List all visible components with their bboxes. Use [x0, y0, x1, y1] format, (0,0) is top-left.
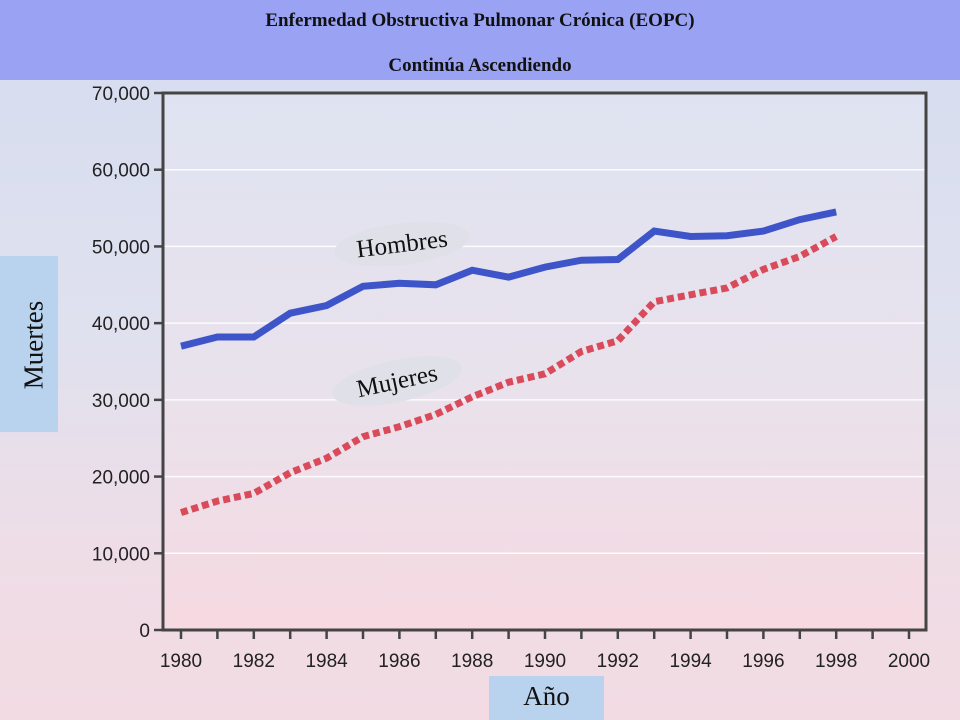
x-tick-label: 2000	[888, 651, 930, 672]
series-callout-hombres: Hombres	[334, 221, 470, 267]
y-tick-label: 50,000	[92, 237, 150, 258]
y-tick-label: 0	[139, 621, 150, 642]
y-axis-label-box	[0, 256, 58, 432]
slide-header: Enfermedad Obstructiva Pulmonar Crónica …	[0, 0, 960, 80]
slide-subtitle: Continúa Ascendiendo	[388, 55, 572, 76]
x-tick-label: 1992	[597, 651, 639, 672]
y-tick-label: 60,000	[92, 161, 150, 182]
x-axis-label: Año	[523, 681, 570, 711]
x-axis-label-box	[489, 676, 604, 720]
x-tick-label: 1988	[451, 651, 493, 672]
y-tick-label: 70,000	[92, 84, 150, 105]
x-tick-label: 1982	[233, 651, 275, 672]
plot-area	[163, 93, 926, 630]
x-tick-label: 1980	[160, 651, 202, 672]
series-callout-bubble	[334, 221, 470, 267]
x-tick-label: 1990	[524, 651, 566, 672]
x-tick-label: 1994	[669, 651, 712, 672]
series-callout-bubble	[332, 356, 462, 406]
y-tick-label: 20,000	[92, 468, 150, 489]
x-tick-label: 1996	[742, 651, 784, 672]
x-tick-label: 1998	[815, 651, 857, 672]
x-tick-label: 1984	[305, 651, 348, 672]
y-tick-label: 30,000	[92, 391, 150, 412]
x-tick-label: 1986	[378, 651, 420, 672]
slide-title: Enfermedad Obstructiva Pulmonar Crónica …	[265, 10, 695, 31]
y-tick-label: 10,000	[92, 544, 150, 565]
y-tick-label: 40,000	[92, 314, 150, 335]
